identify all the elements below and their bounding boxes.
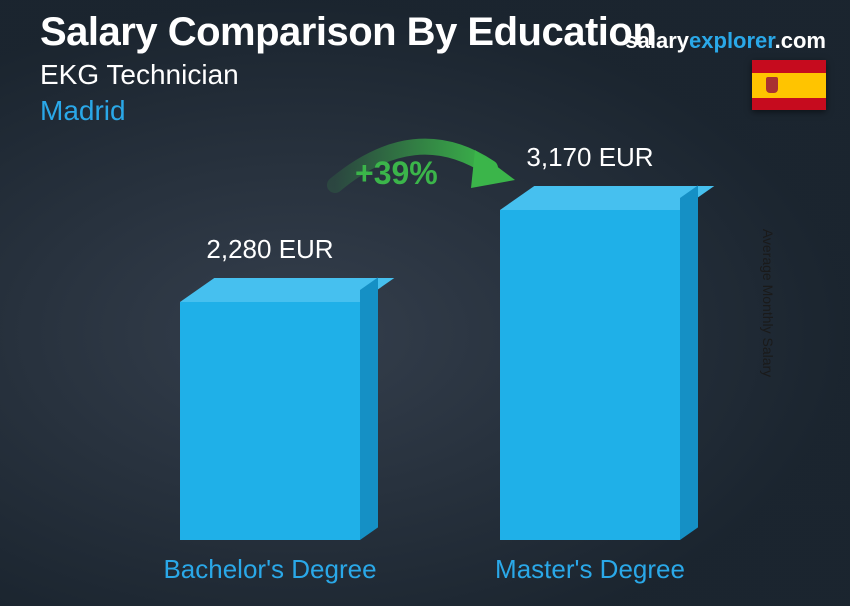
bar-bachelors: 2,280 EUR Bachelor's Degree (180, 302, 360, 540)
salary-bar-chart: 2,280 EUR Bachelor's Degree 3,170 EUR Ma… (0, 146, 850, 586)
job-subtitle: EKG Technician (40, 59, 830, 91)
bar-label: Bachelor's Degree (90, 554, 450, 585)
brand-text-right: explorer (689, 28, 775, 53)
brand-text-left: salary (625, 28, 689, 53)
location-label: Madrid (40, 95, 830, 127)
bar-value: 2,280 EUR (180, 234, 360, 265)
bar-value: 3,170 EUR (500, 142, 680, 173)
spain-flag-icon (752, 60, 826, 110)
increase-percent-label: +39% (355, 155, 438, 192)
bar-label: Master's Degree (410, 554, 770, 585)
brand-logo: salaryexplorer.com (625, 28, 826, 54)
bar-masters: 3,170 EUR Master's Degree (500, 210, 680, 540)
brand-suffix: .com (775, 28, 826, 53)
